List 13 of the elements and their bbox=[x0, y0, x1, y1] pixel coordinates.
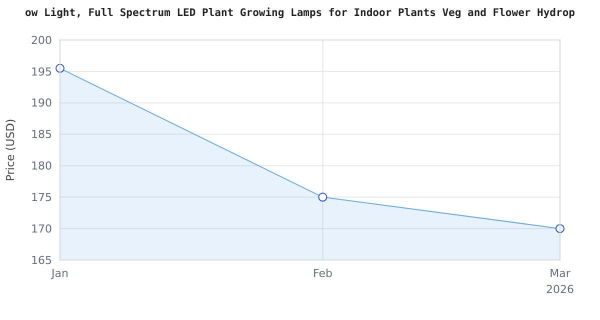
y-tick-label: 170 bbox=[31, 222, 52, 236]
x-tick-label: Feb bbox=[312, 267, 332, 280]
x-tick-label: Mar 2026 bbox=[546, 267, 574, 296]
chart-title: ow Light, Full Spectrum LED Plant Growing Lamps for Indoor Plants Veg and Flower Hydrop bbox=[25, 7, 575, 19]
y-tick-label: 175 bbox=[31, 190, 52, 204]
y-tick-label: 190 bbox=[31, 96, 52, 110]
y-tick-label: 200 bbox=[31, 34, 52, 47]
y-axis-title: Price (USD) bbox=[4, 118, 17, 182]
y-tick-label: 180 bbox=[31, 160, 52, 173]
x-tick-label: Jan bbox=[50, 267, 68, 280]
y-tick-label: 185 bbox=[31, 128, 52, 142]
y-tick-label: 165 bbox=[31, 254, 52, 267]
y-tick-label: 195 bbox=[31, 65, 52, 78]
